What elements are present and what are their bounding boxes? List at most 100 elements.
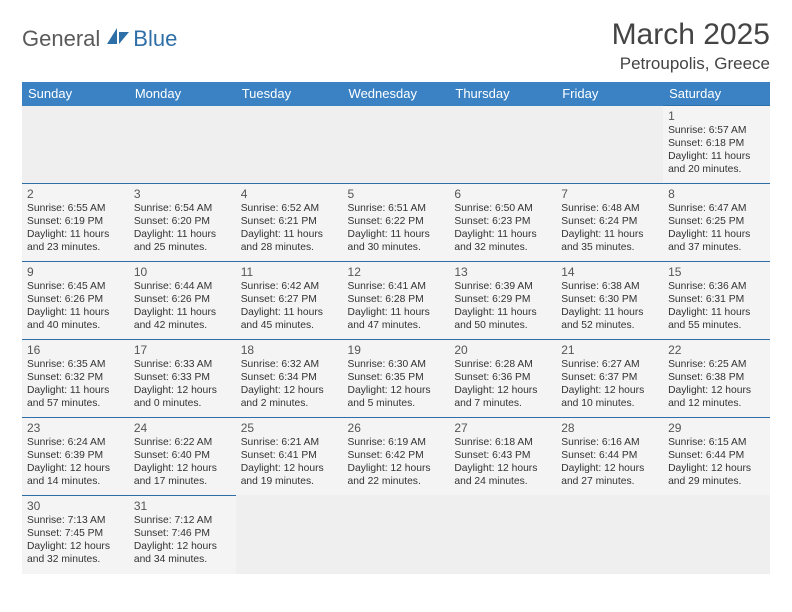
day-number: 19: [348, 343, 445, 358]
day-cell: 11Sunrise: 6:42 AMSunset: 6:27 PMDayligh…: [236, 262, 343, 340]
daylight-line: Daylight: 11 hours: [561, 307, 658, 320]
daylight-line: Daylight: 12 hours: [348, 385, 445, 398]
sunset-line: Sunset: 6:35 PM: [348, 372, 445, 385]
week-row: 23Sunrise: 6:24 AMSunset: 6:39 PMDayligh…: [22, 418, 770, 496]
day-cell: 9Sunrise: 6:45 AMSunset: 6:26 PMDaylight…: [22, 262, 129, 340]
daylight-line: Daylight: 12 hours: [241, 385, 338, 398]
day-cell: 1Sunrise: 6:57 AMSunset: 6:18 PMDaylight…: [663, 106, 770, 184]
day-cell: 30Sunrise: 7:13 AMSunset: 7:45 PMDayligh…: [22, 496, 129, 574]
daylight-line: Daylight: 11 hours: [454, 229, 551, 242]
sunset-line: Sunset: 7:46 PM: [134, 528, 231, 541]
day-header: Tuesday: [236, 82, 343, 106]
daylight-line: and 22 minutes.: [348, 476, 445, 489]
day-cell: 22Sunrise: 6:25 AMSunset: 6:38 PMDayligh…: [663, 340, 770, 418]
daylight-line: Daylight: 12 hours: [241, 463, 338, 476]
sunset-line: Sunset: 7:45 PM: [27, 528, 124, 541]
daylight-line: and 17 minutes.: [134, 476, 231, 489]
week-row: 9Sunrise: 6:45 AMSunset: 6:26 PMDaylight…: [22, 262, 770, 340]
sunrise-line: Sunrise: 6:33 AM: [134, 359, 231, 372]
day-cell: 7Sunrise: 6:48 AMSunset: 6:24 PMDaylight…: [556, 184, 663, 262]
daylight-line: and 19 minutes.: [241, 476, 338, 489]
daylight-line: Daylight: 12 hours: [134, 385, 231, 398]
daylight-line: and 42 minutes.: [134, 320, 231, 333]
day-cell: 10Sunrise: 6:44 AMSunset: 6:26 PMDayligh…: [129, 262, 236, 340]
sunrise-line: Sunrise: 7:12 AM: [134, 515, 231, 528]
day-number: 24: [134, 421, 231, 436]
daylight-line: Daylight: 12 hours: [454, 463, 551, 476]
sunset-line: Sunset: 6:29 PM: [454, 294, 551, 307]
daylight-line: and 2 minutes.: [241, 398, 338, 411]
day-number: 16: [27, 343, 124, 358]
sunset-line: Sunset: 6:36 PM: [454, 372, 551, 385]
day-header: Wednesday: [343, 82, 450, 106]
sunrise-line: Sunrise: 6:47 AM: [668, 203, 765, 216]
sunrise-line: Sunrise: 6:44 AM: [134, 281, 231, 294]
day-number: 27: [454, 421, 551, 436]
sunset-line: Sunset: 6:33 PM: [134, 372, 231, 385]
sunset-line: Sunset: 6:19 PM: [27, 216, 124, 229]
day-cell: 28Sunrise: 6:16 AMSunset: 6:44 PMDayligh…: [556, 418, 663, 496]
day-cell: [129, 106, 236, 184]
week-row: 30Sunrise: 7:13 AMSunset: 7:45 PMDayligh…: [22, 496, 770, 574]
daylight-line: Daylight: 12 hours: [27, 463, 124, 476]
week-row: 16Sunrise: 6:35 AMSunset: 6:32 PMDayligh…: [22, 340, 770, 418]
sunrise-line: Sunrise: 6:57 AM: [668, 125, 765, 138]
day-number: 14: [561, 265, 658, 280]
daylight-line: and 55 minutes.: [668, 320, 765, 333]
sunrise-line: Sunrise: 6:42 AM: [241, 281, 338, 294]
sunrise-line: Sunrise: 6:52 AM: [241, 203, 338, 216]
day-number: 23: [27, 421, 124, 436]
daylight-line: Daylight: 12 hours: [561, 463, 658, 476]
daylight-line: and 12 minutes.: [668, 398, 765, 411]
sunrise-line: Sunrise: 6:55 AM: [27, 203, 124, 216]
sunset-line: Sunset: 6:39 PM: [27, 450, 124, 463]
daylight-line: and 45 minutes.: [241, 320, 338, 333]
day-number: 25: [241, 421, 338, 436]
day-cell: 29Sunrise: 6:15 AMSunset: 6:44 PMDayligh…: [663, 418, 770, 496]
daylight-line: and 0 minutes.: [134, 398, 231, 411]
day-number: 10: [134, 265, 231, 280]
sunset-line: Sunset: 6:26 PM: [134, 294, 231, 307]
day-cell: 26Sunrise: 6:19 AMSunset: 6:42 PMDayligh…: [343, 418, 450, 496]
header: General Blue March 2025 Petroupolis, Gre…: [22, 18, 770, 74]
day-cell: 6Sunrise: 6:50 AMSunset: 6:23 PMDaylight…: [449, 184, 556, 262]
day-cell: 15Sunrise: 6:36 AMSunset: 6:31 PMDayligh…: [663, 262, 770, 340]
day-number: 11: [241, 265, 338, 280]
sunrise-line: Sunrise: 6:16 AM: [561, 437, 658, 450]
day-cell: 8Sunrise: 6:47 AMSunset: 6:25 PMDaylight…: [663, 184, 770, 262]
day-cell: [556, 106, 663, 184]
daylight-line: Daylight: 12 hours: [348, 463, 445, 476]
daylight-line: and 37 minutes.: [668, 242, 765, 255]
sunset-line: Sunset: 6:34 PM: [241, 372, 338, 385]
daylight-line: Daylight: 11 hours: [348, 229, 445, 242]
daylight-line: and 35 minutes.: [561, 242, 658, 255]
daylight-line: Daylight: 11 hours: [348, 307, 445, 320]
week-row: 2Sunrise: 6:55 AMSunset: 6:19 PMDaylight…: [22, 184, 770, 262]
sunset-line: Sunset: 6:21 PM: [241, 216, 338, 229]
sunrise-line: Sunrise: 6:48 AM: [561, 203, 658, 216]
sunrise-line: Sunrise: 6:54 AM: [134, 203, 231, 216]
sunset-line: Sunset: 6:25 PM: [668, 216, 765, 229]
daylight-line: Daylight: 12 hours: [454, 385, 551, 398]
daylight-line: Daylight: 12 hours: [668, 463, 765, 476]
sunset-line: Sunset: 6:20 PM: [134, 216, 231, 229]
sunset-line: Sunset: 6:41 PM: [241, 450, 338, 463]
daylight-line: Daylight: 11 hours: [561, 229, 658, 242]
day-header: Friday: [556, 82, 663, 106]
sunrise-line: Sunrise: 6:39 AM: [454, 281, 551, 294]
location: Petroupolis, Greece: [612, 54, 770, 74]
day-header: Monday: [129, 82, 236, 106]
day-header: Saturday: [663, 82, 770, 106]
sunset-line: Sunset: 6:28 PM: [348, 294, 445, 307]
daylight-line: and 40 minutes.: [27, 320, 124, 333]
day-cell: 25Sunrise: 6:21 AMSunset: 6:41 PMDayligh…: [236, 418, 343, 496]
month-title: March 2025: [612, 18, 770, 52]
sunset-line: Sunset: 6:22 PM: [348, 216, 445, 229]
sunrise-line: Sunrise: 6:51 AM: [348, 203, 445, 216]
day-cell: [343, 106, 450, 184]
logo-text-general: General: [22, 26, 100, 52]
day-cell: 18Sunrise: 6:32 AMSunset: 6:34 PMDayligh…: [236, 340, 343, 418]
day-number: 12: [348, 265, 445, 280]
daylight-line: Daylight: 11 hours: [668, 229, 765, 242]
day-cell: 16Sunrise: 6:35 AMSunset: 6:32 PMDayligh…: [22, 340, 129, 418]
